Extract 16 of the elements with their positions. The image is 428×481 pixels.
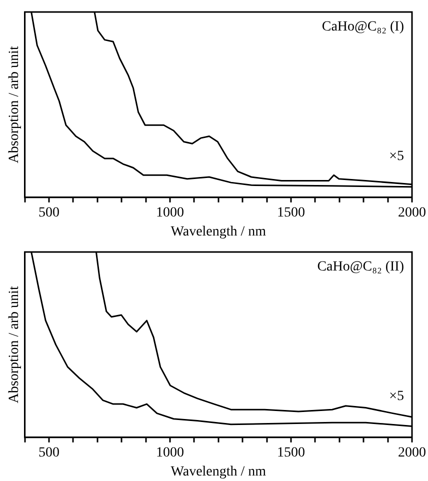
x-tick-label: 1500 [277,445,305,460]
x-tick-label: 500 [38,205,60,220]
x-axis-title: Wavelength / nm [170,224,266,240]
x-axis-title: Wavelength / nm [170,464,266,480]
x-tick-label: 1000 [156,205,184,220]
x-tick-label: 1500 [277,205,305,220]
annotation: CaHo@C₈₂ (I) [322,20,404,35]
annotation: ×5 [389,148,404,164]
y-axis-title: Absorption / arb unit [7,46,22,164]
x-tick-label: 2000 [398,445,426,460]
annotation: CaHo@C₈₂ (II) [317,260,404,275]
y-axis-title: Absorption / arb unit [7,286,22,404]
x-tick-label: 2000 [398,205,426,220]
x-tick-label: 1000 [156,445,184,460]
x-tick-label: 500 [38,445,60,460]
annotation: ×5 [389,388,404,404]
